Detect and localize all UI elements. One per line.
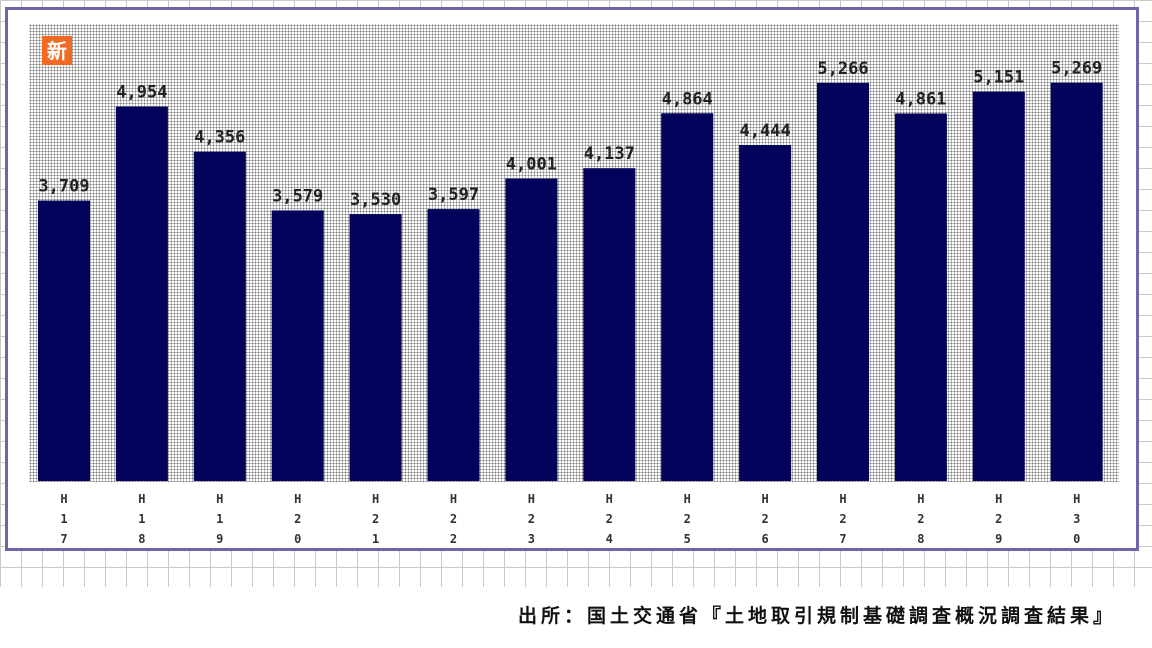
value-label-H17: 3,709 <box>38 177 89 197</box>
value-label-H23: 4,001 <box>506 155 557 175</box>
bar-H25 <box>661 113 714 482</box>
x-tick-labels: H 1 7 H 1 8 H 1 9 H 2 0 H 2 1 H 2 2 H 2 3 H 2 4 H 2 5 H 2 6 H 2 7 H 2 8 H 2 9 H… <box>60 492 1080 546</box>
value-label-H29: 5,151 <box>973 68 1024 88</box>
value-label-H21: 3,530 <box>350 190 401 210</box>
bars <box>38 82 1103 482</box>
source-note: 出所：国土交通省『土地取引規制基礎調査概況調査結果』 <box>517 605 1116 627</box>
new-badge: 新 <box>42 36 72 65</box>
value-label-H26: 4,444 <box>740 121 791 141</box>
bar-H27 <box>817 82 869 482</box>
value-label-H30: 5,269 <box>1051 59 1102 79</box>
bar-H24 <box>583 168 636 481</box>
bar-H23 <box>505 178 558 481</box>
source-panel: 出所：国土交通省『土地取引規制基礎調査概況調査結果』 <box>0 587 1152 648</box>
value-label-H19: 4,356 <box>194 128 245 148</box>
bar-H26 <box>739 145 792 481</box>
bar-H29 <box>972 91 1025 481</box>
value-label-H20: 3,579 <box>272 186 323 206</box>
value-label-H22: 3,597 <box>428 185 479 205</box>
value-label-H27: 5,266 <box>817 59 868 79</box>
value-label-H18: 4,954 <box>116 83 167 103</box>
bar-H19 <box>193 151 246 481</box>
value-label-H25: 4,864 <box>662 89 713 109</box>
bar-H22 <box>427 209 480 481</box>
bar-H28 <box>894 113 947 481</box>
bar-H21 <box>349 214 402 481</box>
bar-H18 <box>115 106 168 481</box>
bar-H17 <box>38 200 90 481</box>
value-label-H24: 4,137 <box>584 144 635 164</box>
bar-H20 <box>271 210 324 481</box>
value-label-H28: 4,861 <box>895 90 946 110</box>
bar-H30 <box>1050 82 1103 481</box>
value-labels: 3,709 4,954 4,356 3,579 3,530 3,597 4,001 4,137… <box>38 59 1102 210</box>
